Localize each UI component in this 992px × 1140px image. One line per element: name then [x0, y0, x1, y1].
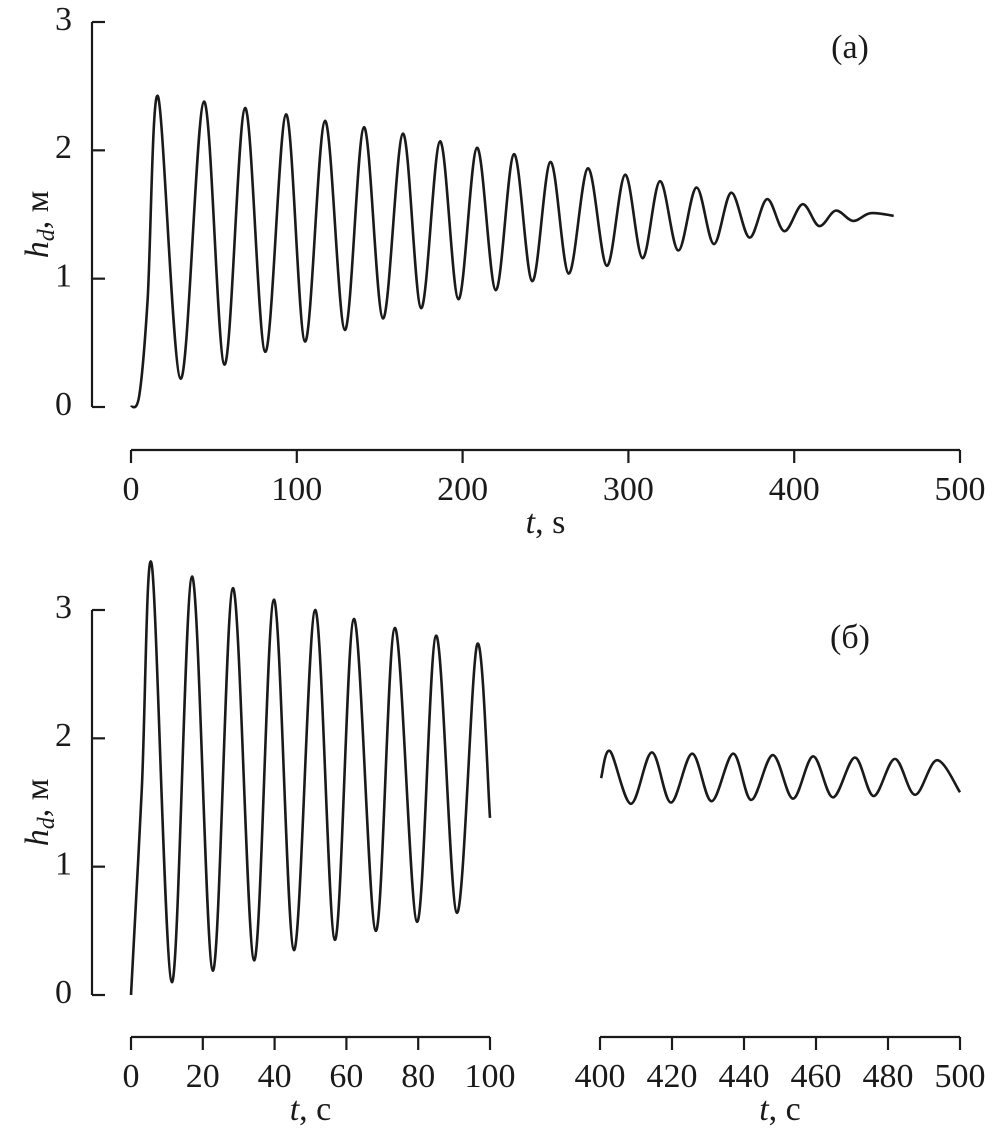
- x-label-symbol: t: [290, 1091, 301, 1128]
- y-tick-label: 0: [55, 386, 72, 423]
- y-label-unit: , м: [19, 779, 56, 818]
- y-tick-label: 2: [55, 717, 72, 754]
- x-tick-label: 200: [437, 471, 488, 508]
- y-axis-label: hd, м: [19, 191, 60, 259]
- x-axis-label: t, s: [526, 504, 566, 541]
- x-tick-label: 80: [401, 1058, 435, 1095]
- y-label-symbol: h: [19, 241, 56, 258]
- y-tick-label: 2: [55, 129, 72, 166]
- x-label-symbol: t: [759, 1091, 770, 1128]
- x-axis-label: t, с: [759, 1091, 801, 1128]
- x-tick-label: 500: [935, 471, 986, 508]
- x-tick-label: 100: [465, 1058, 516, 1095]
- y-tick-label: 0: [55, 974, 72, 1011]
- y-tick-label: 3: [55, 1, 72, 38]
- x-tick-label: 500: [935, 1058, 986, 1095]
- x-label-unit: , с: [769, 1091, 801, 1128]
- x-label-unit: , s: [535, 504, 565, 541]
- x-label-unit: , с: [299, 1091, 331, 1128]
- x-tick-label: 420: [647, 1058, 698, 1095]
- x-tick-label: 20: [186, 1058, 220, 1095]
- y-label-subscript: d: [34, 816, 60, 829]
- x-tick-label: 460: [791, 1058, 842, 1095]
- x-tick-label: 440: [719, 1058, 770, 1095]
- x-tick-label: 0: [123, 1058, 140, 1095]
- x-tick-label: 0: [123, 471, 140, 508]
- y-label-symbol: h: [19, 829, 56, 846]
- x-axis-label: t, с: [290, 1091, 332, 1128]
- x-tick-label: 400: [575, 1058, 626, 1095]
- x-tick-label: 400: [769, 471, 820, 508]
- x-tick-label: 480: [863, 1058, 914, 1095]
- x-tick-label: 60: [329, 1058, 363, 1095]
- y-tick-label: 3: [55, 589, 72, 626]
- x-tick-label: 40: [258, 1058, 292, 1095]
- data-line: [129, 94, 894, 409]
- y-axis-label: hd, м: [19, 779, 60, 847]
- x-tick-label: 300: [603, 471, 654, 508]
- y-tick-label: 1: [55, 257, 72, 294]
- y-label-unit: , м: [19, 191, 56, 230]
- y-tick-label: 1: [55, 845, 72, 882]
- data-line: [599, 749, 962, 806]
- x-label-symbol: t: [526, 504, 537, 541]
- panel-label: (a): [831, 29, 869, 66]
- panel-label: (б): [830, 619, 870, 656]
- y-label-subscript: d: [34, 228, 60, 241]
- x-tick-label: 100: [271, 471, 322, 508]
- data-line: [129, 560, 492, 996]
